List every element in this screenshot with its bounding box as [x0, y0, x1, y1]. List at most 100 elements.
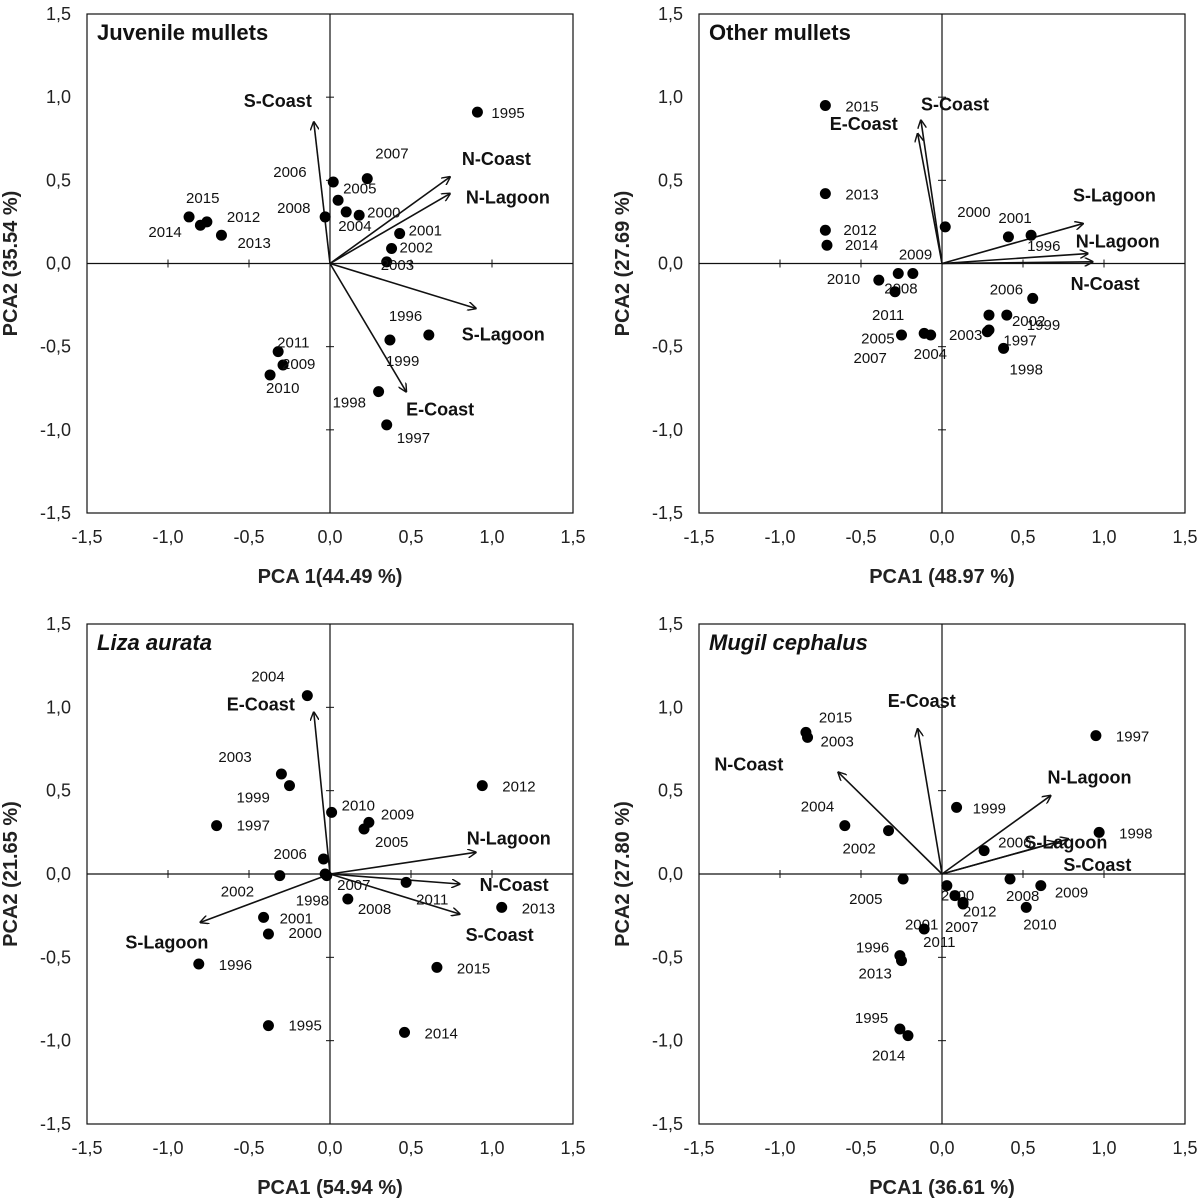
- x-tick-label: 0,0: [317, 1138, 342, 1158]
- point-label-2011: 2011: [277, 335, 309, 352]
- data-point-2014: [194, 219, 206, 231]
- data-point-2002: [883, 825, 895, 837]
- point-label-2007: 2007: [337, 877, 370, 894]
- loading-vector-n-lagoon: [941, 796, 1051, 875]
- point-label-2012: 2012: [843, 222, 876, 239]
- data-point-2015: [819, 99, 831, 111]
- data-point-2000: [262, 928, 274, 940]
- point-label-1999: 1999: [237, 790, 270, 807]
- loading-vector-s-lagoon: [329, 262, 476, 309]
- x-tick-label: 0,5: [1010, 527, 1035, 547]
- vector-label-n-lagoon: N-Lagoon: [466, 188, 550, 208]
- data-point-1997: [1090, 730, 1102, 742]
- point-label-2013: 2013: [237, 235, 270, 252]
- data-point-2002: [386, 243, 398, 255]
- y-tick-label: -1,5: [40, 503, 71, 523]
- point-label-2009: 2009: [899, 246, 932, 263]
- y-tick-label: -1,0: [40, 1031, 71, 1051]
- loading-vector-s-lagoon: [941, 224, 1083, 265]
- data-point-2001: [258, 911, 270, 923]
- data-point-2010: [326, 806, 338, 818]
- x-tick-label: 0,0: [929, 1138, 954, 1158]
- data-point-1995: [471, 106, 483, 118]
- point-label-2005: 2005: [375, 834, 408, 851]
- point-label-2006: 2006: [990, 281, 1023, 298]
- y-tick-label: -1,5: [652, 1114, 683, 1134]
- point-label-2002: 2002: [400, 240, 433, 257]
- panel-mugil-cephalus: -1,5-1,5 -1,0 -1,0 -0,5 -0,5 0,0 0,0 0,5 0,5 1,0 1…: [612, 614, 1198, 1199]
- point-label-2013: 2013: [859, 966, 892, 983]
- data-point-2002: [983, 309, 995, 321]
- data-point-2006: [318, 853, 330, 865]
- vector-label-s-coast: S-Coast: [466, 925, 534, 945]
- point-label-1998: 1998: [296, 893, 329, 910]
- point-label-2008: 2008: [1006, 888, 1039, 905]
- data-point-1998: [998, 342, 1010, 354]
- point-label-2013: 2013: [845, 187, 878, 204]
- point-label-2010: 2010: [342, 797, 375, 814]
- x-axis-label: PCA1 (36.61 %): [869, 1177, 1015, 1199]
- point-label-2010: 2010: [1023, 916, 1056, 933]
- point-label-2005: 2005: [849, 891, 882, 908]
- x-tick-label: -1,0: [152, 527, 183, 547]
- data-point-2009: [277, 359, 289, 371]
- panel-title: Juvenile mullets: [97, 20, 268, 45]
- loading-vector-n-coast: [329, 873, 460, 884]
- y-tick-label: 1,0: [658, 87, 683, 107]
- point-label-1995: 1995: [288, 1018, 321, 1035]
- data-point-2011: [918, 923, 930, 935]
- loading-vector-n-lagoon: [329, 852, 476, 875]
- data-point-2007: [896, 329, 907, 341]
- point-label-2013: 2013: [522, 900, 555, 917]
- point-label-2012: 2012: [963, 903, 996, 920]
- vector-label-e-coast: E-Coast: [888, 691, 956, 711]
- y-tick-label: 1,0: [658, 697, 683, 717]
- data-point-1998: [1093, 826, 1105, 838]
- data-point-2012: [476, 780, 488, 792]
- vector-label-s-lagoon: S-Lagoon: [125, 932, 208, 952]
- y-tick-label: -0,5: [652, 947, 683, 967]
- point-label-2004: 2004: [251, 669, 284, 686]
- data-point-2014: [902, 1030, 914, 1042]
- data-point-2004: [340, 206, 352, 218]
- data-point-2015: [183, 211, 195, 223]
- x-tick-label: -1,5: [683, 527, 714, 547]
- vector-label-n-lagoon: N-Lagoon: [467, 828, 551, 848]
- vector-label-n-lagoon: N-Lagoon: [1048, 768, 1132, 788]
- loading-vector-s-lagoon: [200, 873, 331, 922]
- point-label-2003: 2003: [218, 749, 251, 766]
- vector-label-n-lagoon: N-Lagoon: [1076, 232, 1160, 252]
- point-label-2002: 2002: [1012, 313, 1045, 330]
- point-label-2006: 2006: [274, 846, 307, 863]
- data-point-2005: [897, 873, 909, 885]
- point-label-2011: 2011: [416, 891, 448, 908]
- y-tick-label: 1,5: [46, 4, 71, 24]
- data-point-2003: [381, 256, 393, 268]
- point-label-2000: 2000: [367, 204, 400, 221]
- y-tick-label: 0,5: [46, 170, 71, 190]
- point-label-2012: 2012: [227, 209, 260, 226]
- point-label-2011: 2011: [923, 934, 955, 951]
- point-label-1995: 1995: [855, 1010, 888, 1027]
- point-label-1995: 1995: [491, 105, 524, 122]
- y-tick-label: -0,5: [40, 947, 71, 967]
- y-axis-label: PCA2 (27.69 %): [612, 191, 634, 337]
- x-tick-label: -1,0: [152, 1138, 183, 1158]
- vector-label-n-coast: N-Coast: [714, 754, 783, 774]
- data-point-2013: [896, 955, 907, 967]
- point-label-2006: 2006: [998, 835, 1031, 852]
- data-point-2000: [353, 209, 365, 221]
- y-tick-label: 0,0: [46, 254, 71, 274]
- y-tick-label: 0,0: [658, 864, 683, 884]
- point-label-1996: 1996: [389, 308, 422, 325]
- point-label-2000: 2000: [957, 204, 990, 221]
- loading-vector-n-coast: [329, 177, 450, 265]
- x-tick-label: 1,0: [479, 1138, 504, 1158]
- point-label-2002: 2002: [221, 884, 254, 901]
- y-tick-label: -1,5: [652, 503, 683, 523]
- point-label-2006: 2006: [273, 164, 306, 181]
- data-point-2005: [358, 823, 370, 835]
- data-point-2011: [272, 346, 284, 358]
- data-point-2005: [332, 194, 344, 206]
